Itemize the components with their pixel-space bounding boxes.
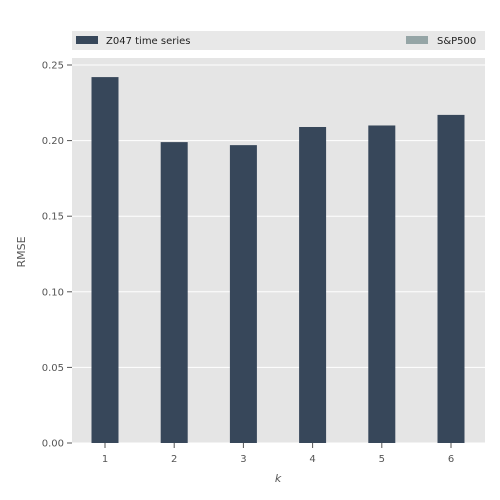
x-tick-label: 2 [171, 454, 177, 465]
x-tick-label: 5 [379, 454, 385, 465]
grid [72, 64, 485, 444]
bar-z047-k5 [368, 125, 396, 443]
legend: Z047 time series S&P500 [72, 31, 485, 50]
y-tick-label: 0.05 [42, 363, 64, 374]
bar-z047-k1 [91, 77, 119, 443]
bar-z047-k3 [229, 145, 257, 444]
y-axis-label: RMSE [15, 236, 28, 267]
legend-label-sp500: S&P500 [437, 36, 476, 47]
legend-swatch-sp500 [406, 36, 428, 44]
y-tick-label: 0.20 [42, 136, 64, 147]
bar-z047-k4 [299, 126, 327, 443]
x-axis: 1 2 3 4 5 6 [102, 443, 454, 465]
y-axis: 0.00 0.05 0.10 0.15 0.20 0.25 [42, 61, 72, 450]
x-tick-label: 3 [240, 454, 246, 465]
y-tick-label: 0.25 [42, 61, 64, 72]
legend-label-z047: Z047 time series [106, 36, 191, 47]
legend-swatch-z047 [76, 36, 98, 44]
x-tick-label: 1 [102, 454, 108, 465]
x-axis-label: k [275, 472, 282, 485]
bars [91, 77, 465, 444]
bar-z047-k6 [437, 114, 465, 444]
x-tick-label: 4 [309, 454, 315, 465]
x-tick-label: 6 [448, 454, 454, 465]
y-tick-label: 0.15 [42, 212, 64, 223]
legend-background [72, 31, 485, 50]
y-tick-label: 0.00 [42, 439, 64, 450]
plot-background [72, 58, 485, 443]
bar-z047-k2 [160, 142, 188, 443]
y-tick-label: 0.10 [42, 287, 64, 298]
